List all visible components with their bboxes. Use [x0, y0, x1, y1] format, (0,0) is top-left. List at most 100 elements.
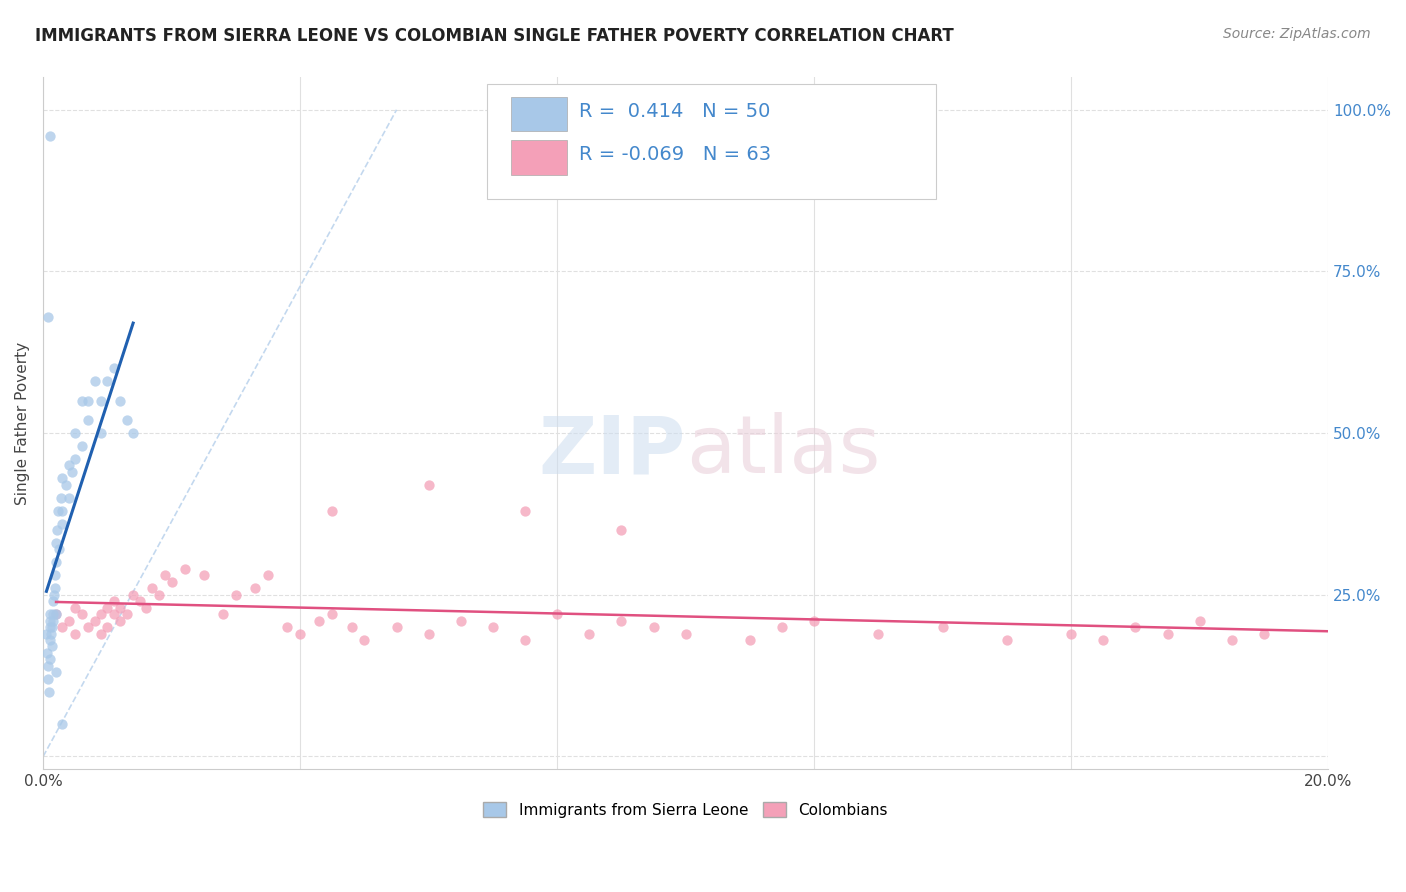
Point: [115, 607, 138, 621]
Point: [803, 614, 825, 628]
Point: [77, 620, 100, 634]
Point: [513, 503, 536, 517]
Point: [225, 588, 247, 602]
Text: ZIP: ZIP: [538, 412, 686, 490]
Point: [103, 361, 125, 376]
Text: atlas: atlas: [686, 412, 880, 490]
Point: [148, 588, 170, 602]
Point: [868, 626, 890, 640]
Point: [122, 426, 145, 441]
Point: [643, 620, 665, 634]
Point: [41, 620, 63, 634]
Point: [77, 393, 100, 408]
Point: [160, 574, 183, 589]
Point: [385, 620, 408, 634]
Point: [45, 536, 67, 550]
Point: [35, 626, 58, 640]
Point: [41, 640, 63, 654]
Point: [110, 614, 132, 628]
Point: [96, 375, 118, 389]
FancyBboxPatch shape: [510, 140, 568, 175]
Point: [1125, 620, 1147, 634]
Point: [110, 600, 132, 615]
Point: [90, 426, 112, 441]
Point: [38, 128, 60, 143]
Point: [513, 632, 536, 647]
Point: [96, 620, 118, 634]
Point: [38, 607, 60, 621]
Point: [58, 614, 80, 628]
Y-axis label: Single Father Poverty: Single Father Poverty: [15, 342, 30, 505]
Point: [38, 684, 60, 698]
Point: [44, 581, 66, 595]
Point: [321, 607, 343, 621]
Point: [51, 503, 73, 517]
Point: [482, 620, 505, 634]
Point: [58, 491, 80, 505]
Point: [340, 620, 363, 634]
Point: [257, 568, 280, 582]
Point: [96, 600, 118, 615]
Point: [35, 646, 58, 660]
Point: [610, 523, 633, 537]
Point: [90, 626, 112, 640]
Point: [51, 471, 73, 485]
Point: [51, 620, 73, 634]
Point: [77, 413, 100, 427]
Point: [46, 503, 69, 517]
Point: [418, 626, 440, 640]
Point: [38, 614, 60, 628]
Point: [675, 626, 697, 640]
Point: [37, 658, 59, 673]
Point: [42, 614, 65, 628]
Point: [290, 626, 312, 640]
Point: [83, 375, 105, 389]
Point: [49, 491, 72, 505]
Point: [42, 588, 65, 602]
Point: [931, 620, 953, 634]
Point: [45, 555, 67, 569]
Point: [65, 626, 87, 640]
Point: [770, 620, 793, 634]
Point: [51, 516, 73, 531]
Point: [1188, 614, 1211, 628]
FancyBboxPatch shape: [510, 97, 568, 131]
Point: [60, 465, 83, 479]
Point: [38, 620, 60, 634]
Point: [45, 607, 67, 621]
Text: IMMIGRANTS FROM SIERRA LEONE VS COLOMBIAN SINGLE FATHER POVERTY CORRELATION CHAR: IMMIGRANTS FROM SIERRA LEONE VS COLOMBIA…: [35, 27, 953, 45]
Point: [245, 581, 267, 595]
Text: R = -0.069   N = 63: R = -0.069 N = 63: [579, 145, 770, 164]
Point: [51, 717, 73, 731]
Point: [1060, 626, 1083, 640]
Point: [321, 503, 343, 517]
Point: [42, 594, 65, 608]
FancyBboxPatch shape: [486, 85, 936, 199]
Point: [115, 413, 138, 427]
Point: [45, 665, 67, 680]
Point: [65, 426, 87, 441]
Point: [128, 594, 150, 608]
Point: [173, 562, 195, 576]
Point: [276, 620, 298, 634]
Point: [995, 632, 1018, 647]
Point: [110, 393, 132, 408]
Point: [1220, 632, 1243, 647]
Point: [353, 632, 375, 647]
Point: [155, 568, 177, 582]
Point: [122, 588, 145, 602]
Point: [90, 607, 112, 621]
Point: [450, 614, 472, 628]
Text: R =  0.414   N = 50: R = 0.414 N = 50: [579, 102, 770, 120]
Point: [65, 600, 87, 615]
Point: [83, 614, 105, 628]
Point: [212, 607, 235, 621]
Point: [46, 523, 69, 537]
Point: [70, 439, 93, 453]
Point: [103, 607, 125, 621]
Point: [193, 568, 215, 582]
Point: [1253, 626, 1275, 640]
Point: [37, 310, 59, 324]
Point: [70, 393, 93, 408]
Point: [38, 652, 60, 666]
